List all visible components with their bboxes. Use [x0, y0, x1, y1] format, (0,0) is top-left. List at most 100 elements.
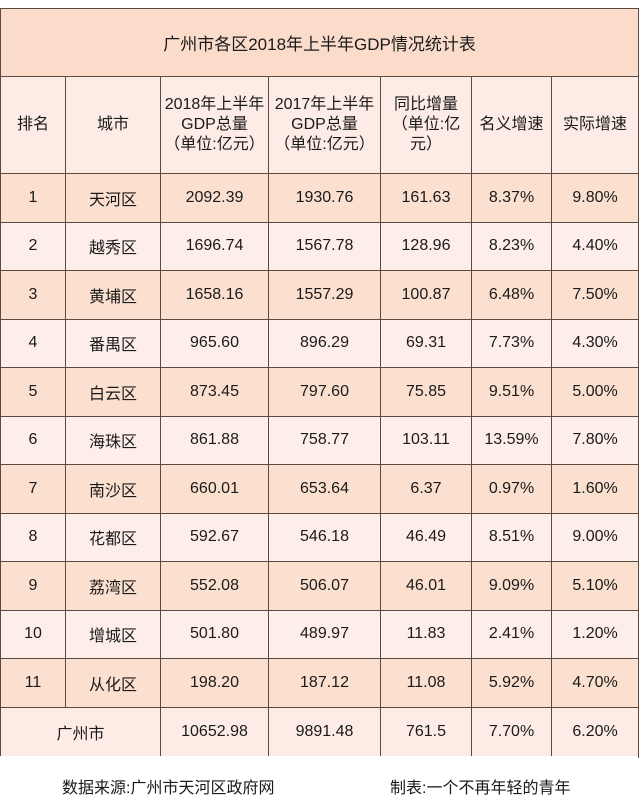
increase-cell: 100.87	[380, 270, 472, 320]
nominal-growth-cell: 8.37%	[471, 173, 552, 223]
real-growth-cell: 5.10%	[550, 561, 640, 611]
gdp-2018-cell: 873.45	[160, 367, 269, 417]
district-cell: 越秀区	[65, 221, 161, 271]
column-header: 城市	[65, 76, 161, 174]
column-header-line: 同比增量	[393, 96, 458, 113]
increase-cell: 46.49	[380, 512, 472, 562]
district-cell: 南沙区	[65, 464, 161, 514]
column-header: 2017年上半年 GDP总量 （单位:亿元）	[268, 76, 381, 174]
nominal-growth-cell: 2.41%	[471, 609, 552, 659]
column-header: 排名	[0, 76, 66, 174]
increase-cell: 161.63	[380, 173, 472, 223]
rank-cell: 4	[0, 318, 66, 368]
increase-cell: 69.31	[380, 318, 472, 368]
gdp-2018-cell: 501.80	[160, 609, 269, 659]
table-title: 广州市各区2018年上半年GDP情况统计表	[0, 8, 640, 77]
total-real-growth-cell: 6.20%	[550, 706, 640, 758]
column-header-line: （单位:亿元）	[164, 136, 265, 153]
rank-cell: 1	[0, 173, 66, 223]
total-gdp-2018-cell: 10652.98	[160, 706, 269, 758]
gdp-2017-cell: 797.60	[268, 367, 381, 417]
district-cell: 天河区	[65, 173, 161, 223]
table-row: 2 越秀区 1696.74 1567.78 128.96 8.23% 4.40%	[0, 221, 640, 271]
total-gdp-2017-cell: 9891.48	[268, 706, 381, 758]
total-nominal-growth-cell: 7.70%	[471, 706, 552, 758]
column-header-line: 实际增速	[563, 116, 628, 133]
nominal-growth-cell: 9.51%	[471, 367, 552, 417]
nominal-growth-cell: 0.97%	[471, 464, 552, 514]
gdp-2018-cell: 198.20	[160, 658, 269, 708]
column-header: 2018年上半年 GDP总量 （单位:亿元）	[160, 76, 269, 174]
column-header-line: （单位:亿元）	[391, 116, 461, 153]
footer: 数据来源:广州市天河区政府网 制表:一个不再年轻的青年	[0, 756, 638, 800]
real-growth-cell: 9.80%	[550, 173, 640, 223]
real-growth-cell: 7.50%	[550, 270, 640, 320]
column-header-line: 城市	[96, 116, 129, 133]
increase-cell: 103.11	[380, 415, 472, 465]
gdp-2018-cell: 592.67	[160, 512, 269, 562]
district-cell: 海珠区	[65, 415, 161, 465]
gdp-2017-cell: 653.64	[268, 464, 381, 514]
nominal-growth-cell: 8.23%	[471, 221, 552, 271]
rank-cell: 3	[0, 270, 66, 320]
gdp-2018-cell: 1658.16	[160, 270, 269, 320]
real-growth-cell: 1.20%	[550, 609, 640, 659]
table-row: 4 番禺区 965.60 896.29 69.31 7.73% 4.30%	[0, 318, 640, 368]
column-header: 名义增速	[471, 76, 552, 174]
column-header-line: GDP总量	[181, 116, 248, 133]
district-cell: 增城区	[65, 609, 161, 659]
gdp-2017-cell: 546.18	[268, 512, 381, 562]
table-row: 3 黄埔区 1658.16 1557.29 100.87 6.48% 7.50%	[0, 270, 640, 320]
district-cell: 花都区	[65, 512, 161, 562]
header-row: 排名 城市 2018年上半年 GDP总量 （单位:亿元） 2017年上半年 GDP总量 （单位…	[0, 76, 640, 174]
column-header-line: 名义增速	[479, 116, 544, 133]
rank-cell: 5	[0, 367, 66, 417]
real-growth-cell: 4.70%	[550, 658, 640, 708]
gdp-2018-cell: 1696.74	[160, 221, 269, 271]
table-row: 6 海珠区 861.88 758.77 103.11 13.59% 7.80%	[0, 415, 640, 465]
table-row: 1 天河区 2092.39 1930.76 161.63 8.37% 9.80%	[0, 173, 640, 223]
nominal-growth-cell: 5.92%	[471, 658, 552, 708]
district-cell: 番禺区	[65, 318, 161, 368]
real-growth-cell: 4.40%	[550, 221, 640, 271]
table-row: 10 增城区 501.80 489.97 11.83 2.41% 1.20%	[0, 609, 640, 659]
gdp-2017-cell: 187.12	[268, 658, 381, 708]
table-row: 5 白云区 873.45 797.60 75.85 9.51% 5.00%	[0, 367, 640, 417]
total-row: 广州市 10652.98 9891.48 761.5 7.70% 6.20%	[0, 706, 640, 758]
table-maker: 制表:一个不再年轻的青年	[390, 780, 571, 797]
nominal-growth-cell: 6.48%	[471, 270, 552, 320]
gdp-2017-cell: 896.29	[268, 318, 381, 368]
rank-cell: 7	[0, 464, 66, 514]
column-header-line: 2017年上半年	[274, 96, 375, 113]
gdp-2017-cell: 489.97	[268, 609, 381, 659]
rank-cell: 11	[0, 658, 66, 708]
gdp-2017-cell: 1567.78	[268, 221, 381, 271]
total-increase-cell: 761.5	[380, 706, 472, 758]
real-growth-cell: 5.00%	[550, 367, 640, 417]
gdp-2018-cell: 2092.39	[160, 173, 269, 223]
table-row: 9 荔湾区 552.08 506.07 46.01 9.09% 5.10%	[0, 561, 640, 611]
real-growth-cell: 9.00%	[550, 512, 640, 562]
data-source: 数据来源:广州市天河区政府网	[62, 780, 275, 797]
increase-cell: 75.85	[380, 367, 472, 417]
table-row: 7 南沙区 660.01 653.64 6.37 0.97% 1.60%	[0, 464, 640, 514]
gdp-2017-cell: 506.07	[268, 561, 381, 611]
increase-cell: 11.08	[380, 658, 472, 708]
table-row: 11 从化区 198.20 187.12 11.08 5.92% 4.70%	[0, 658, 640, 708]
gdp-2017-cell: 1930.76	[268, 173, 381, 223]
column-header-line: GDP总量	[291, 116, 358, 133]
rank-cell: 10	[0, 609, 66, 659]
real-growth-cell: 4.30%	[550, 318, 640, 368]
column-header: 实际增速	[550, 76, 640, 174]
nominal-growth-cell: 7.73%	[471, 318, 552, 368]
gdp-2018-cell: 660.01	[160, 464, 269, 514]
gdp-2018-cell: 552.08	[160, 561, 269, 611]
district-cell: 白云区	[65, 367, 161, 417]
total-city-cell: 广州市	[0, 706, 161, 758]
district-cell: 黄埔区	[65, 270, 161, 320]
nominal-growth-cell: 9.09%	[471, 561, 552, 611]
rank-cell: 2	[0, 221, 66, 271]
rank-cell: 6	[0, 415, 66, 465]
gdp-table: 广州市各区2018年上半年GDP情况统计表 排名 城市 2018年上半年 GDP总量 （…	[0, 8, 640, 758]
